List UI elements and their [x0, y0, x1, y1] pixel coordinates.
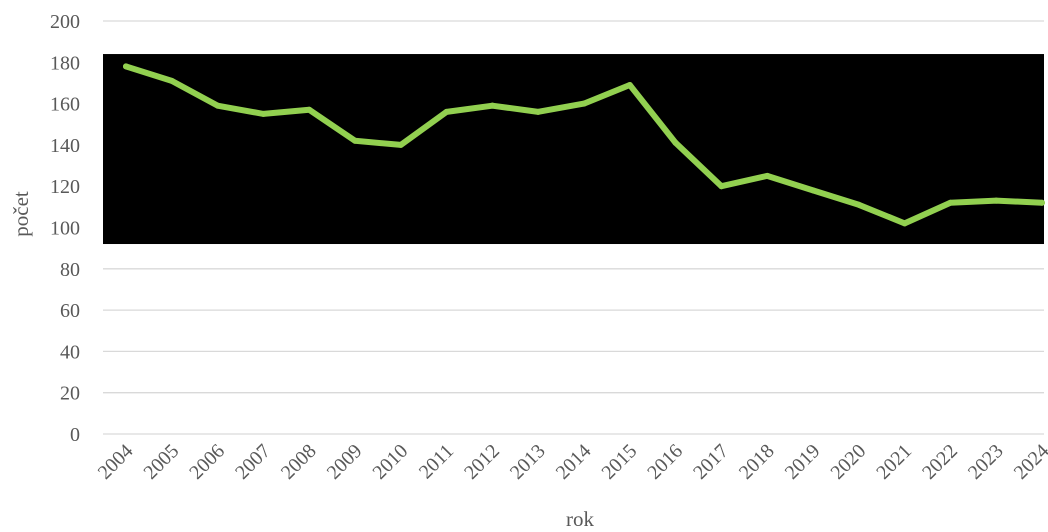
- y-tick-label: 180: [50, 52, 80, 74]
- y-tick-label: 80: [60, 259, 80, 281]
- data-point-2014: [581, 100, 587, 107]
- x-axis-title: rok: [566, 507, 594, 531]
- data-point-2022: [947, 199, 954, 206]
- y-tick-label: 200: [50, 11, 80, 33]
- redaction-box: [103, 54, 1044, 245]
- data-point-2020: [855, 201, 862, 208]
- data-point-2005: [168, 77, 175, 84]
- series-layer: [123, 63, 1045, 227]
- x-tick-label: 2009: [323, 440, 367, 484]
- y-tick-label: 140: [50, 135, 80, 157]
- x-tick-label: 2017: [689, 440, 733, 484]
- data-point-2019: [810, 187, 816, 194]
- y-axis-title: počet: [9, 191, 33, 237]
- data-point-2013: [535, 108, 542, 115]
- x-tick-label: 2011: [415, 440, 458, 483]
- x-tick-label: 2004: [94, 440, 138, 484]
- data-point-2015: [626, 82, 633, 89]
- x-tick-label: 2016: [643, 440, 687, 484]
- y-tick-label: 60: [60, 300, 80, 322]
- data-point-2021: [901, 220, 908, 227]
- y-tick-label: 0: [70, 424, 80, 446]
- x-tick-label: 2012: [460, 440, 504, 484]
- x-tick-label: 2013: [506, 440, 550, 484]
- x-tick-label: 2014: [552, 440, 596, 484]
- x-tick-label: 2006: [185, 440, 229, 484]
- x-tick-label: 2020: [826, 440, 870, 484]
- x-tick-label: 2021: [872, 440, 916, 484]
- y-tick-label: 40: [60, 341, 80, 363]
- data-point-2023: [993, 197, 1000, 204]
- x-tick-label: 2015: [597, 440, 641, 484]
- x-tick-label: 2018: [735, 440, 779, 484]
- y-tick-label: 120: [50, 176, 80, 198]
- data-point-2017: [718, 183, 725, 190]
- data-point-2012: [489, 102, 496, 109]
- y-tick-label: 160: [50, 94, 80, 116]
- x-tick-label: 2007: [231, 440, 275, 484]
- x-tick-label: 2008: [277, 440, 321, 484]
- y-tick-label: 20: [60, 383, 80, 405]
- data-point-2018: [764, 172, 771, 179]
- x-tick-label: 2019: [781, 440, 825, 484]
- data-point-2009: [352, 137, 358, 144]
- data-point-2007: [260, 110, 267, 117]
- data-point-2006: [214, 102, 221, 109]
- x-tick-labels: 2004 2005 2006 2007 2008 2009 2010 2011 2012 2013…: [94, 440, 1048, 484]
- data-point-2004: [123, 63, 129, 70]
- x-tick-label: 2005: [139, 440, 183, 484]
- data-point-2016: [672, 139, 679, 146]
- data-point-2008: [306, 106, 313, 113]
- data-point-2010: [397, 141, 404, 148]
- x-tick-label: 2022: [918, 440, 962, 484]
- data-point-2024: [1039, 199, 1045, 206]
- x-tick-label: 2024: [1010, 440, 1048, 484]
- y-tick-labels: 0 20 40 60 80 100 120 140 160 180 200: [50, 11, 80, 446]
- data-point-2011: [443, 108, 450, 115]
- y-tick-label: 100: [50, 218, 80, 240]
- x-tick-label: 2010: [368, 440, 412, 484]
- x-tick-label: 2023: [964, 440, 1008, 484]
- redaction-box-layer: [103, 54, 1044, 245]
